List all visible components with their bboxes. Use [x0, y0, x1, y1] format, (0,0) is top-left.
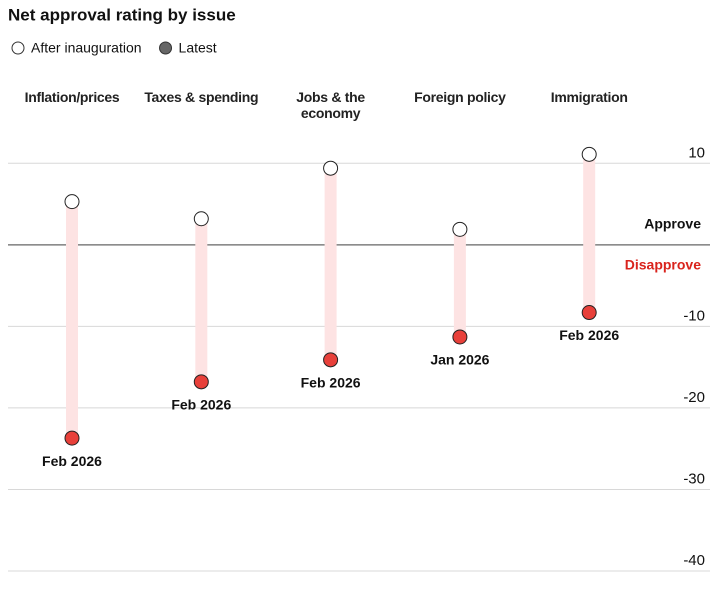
- chart-title: Net approval rating by issue: [8, 5, 236, 24]
- dot: [64, 430, 80, 446]
- y-tick-label: -20: [683, 389, 705, 406]
- dot: [452, 329, 468, 345]
- y-tick-label: 10: [688, 144, 705, 161]
- legend-label: After inauguration: [31, 40, 142, 56]
- dot: [323, 352, 339, 368]
- range-bar: [453, 229, 466, 337]
- legend-marker: [159, 41, 173, 55]
- annotation: Disapprove: [625, 257, 701, 273]
- date-label: Feb 2026: [171, 397, 231, 413]
- category-label: Foreign policy: [414, 89, 506, 105]
- dot: [193, 211, 209, 227]
- range-bar: [66, 201, 78, 439]
- range-bar: [583, 154, 596, 313]
- dot: [323, 160, 339, 176]
- dot: [452, 221, 468, 237]
- dot: [581, 146, 597, 162]
- annotation: Approve: [644, 216, 701, 232]
- category-label: Taxes & spending: [144, 89, 259, 105]
- range-bar: [324, 168, 337, 360]
- category-label: Jobs & the economy: [296, 89, 365, 121]
- date-label: Feb 2026: [559, 327, 619, 343]
- legend-label: Latest: [179, 40, 217, 56]
- category-label: Inflation/prices: [24, 89, 120, 105]
- y-tick-label: -10: [683, 307, 705, 324]
- date-label: Feb 2026: [42, 453, 102, 469]
- dot: [581, 305, 597, 321]
- date-label: Feb 2026: [301, 375, 361, 391]
- y-tick-label: -30: [683, 470, 705, 487]
- y-tick-label: -40: [683, 552, 705, 569]
- category-label: Immigration: [550, 89, 628, 105]
- dot: [193, 374, 209, 390]
- date-label: Jan 2026: [430, 352, 489, 368]
- legend-marker: [11, 41, 25, 55]
- dot: [64, 194, 80, 210]
- range-bar: [195, 218, 208, 382]
